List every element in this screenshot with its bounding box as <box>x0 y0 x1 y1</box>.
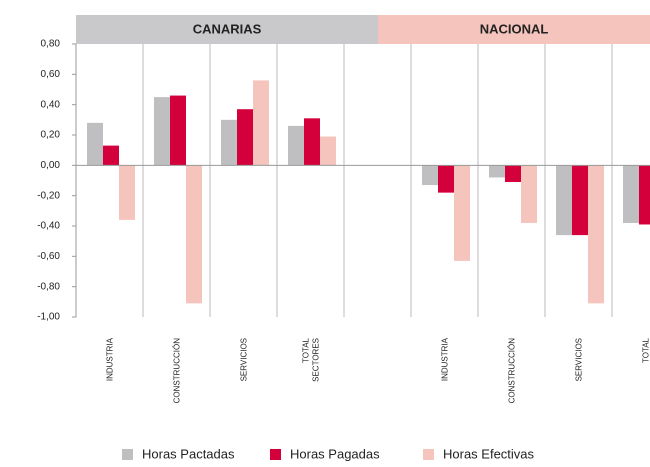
group-header: CANARIAS <box>193 21 262 36</box>
header-band <box>76 15 378 44</box>
bar <box>639 165 650 225</box>
y-tick-label: 0,40 <box>41 99 61 110</box>
bar <box>438 165 454 193</box>
x-tick-label: INDUSTRIA <box>106 337 115 381</box>
x-tick-label: CONSTRUCCIÓN <box>508 338 517 404</box>
y-tick-label: -0,20 <box>37 190 60 201</box>
y-tick-label: 0,20 <box>41 130 61 141</box>
bar <box>422 165 438 186</box>
y-tick-label: 0,00 <box>41 160 61 171</box>
legend-swatch <box>423 449 434 460</box>
y-tick-label: 0,80 <box>41 39 61 50</box>
y-tick-label: -0,60 <box>37 251 60 262</box>
legend-label: Horas Pagadas <box>290 446 380 461</box>
bar <box>588 165 604 304</box>
y-tick-label: 0,60 <box>41 69 61 80</box>
bar <box>320 136 336 166</box>
x-tick-label: TOTALSECTORES <box>302 337 321 381</box>
legend-label: Horas Efectivas <box>443 446 535 461</box>
x-tick-label: SERVICIOS <box>575 338 584 381</box>
bar <box>170 95 186 166</box>
x-tick-label: INDUSTRIA <box>441 337 450 381</box>
bar <box>87 122 103 166</box>
bar <box>119 165 135 220</box>
y-tick-label: -0,40 <box>37 221 60 232</box>
bar <box>623 165 639 223</box>
legend-label: Horas Pactadas <box>142 446 235 461</box>
x-tick-label: TOTAL <box>642 337 650 363</box>
header-band <box>378 15 650 44</box>
x-tick-label: CONSTRUCCIÓN <box>173 338 182 404</box>
bar <box>288 125 304 166</box>
bar <box>572 165 588 236</box>
y-tick-label: -1,00 <box>37 312 60 323</box>
bar <box>521 165 537 223</box>
bar <box>237 109 253 166</box>
legend-swatch <box>122 449 133 460</box>
legend-swatch <box>270 449 281 460</box>
x-tick-label: SERVICIOS <box>240 338 249 381</box>
bar <box>221 119 237 166</box>
bar <box>489 165 505 178</box>
bar <box>186 165 202 304</box>
bar <box>556 165 572 236</box>
bar <box>253 80 269 166</box>
bar <box>454 165 470 261</box>
bar <box>154 97 170 166</box>
group-header: NACIONAL <box>480 21 549 36</box>
y-tick-label: -0,80 <box>37 281 60 292</box>
bar <box>103 145 119 166</box>
bar <box>304 118 320 166</box>
bar <box>505 165 521 183</box>
